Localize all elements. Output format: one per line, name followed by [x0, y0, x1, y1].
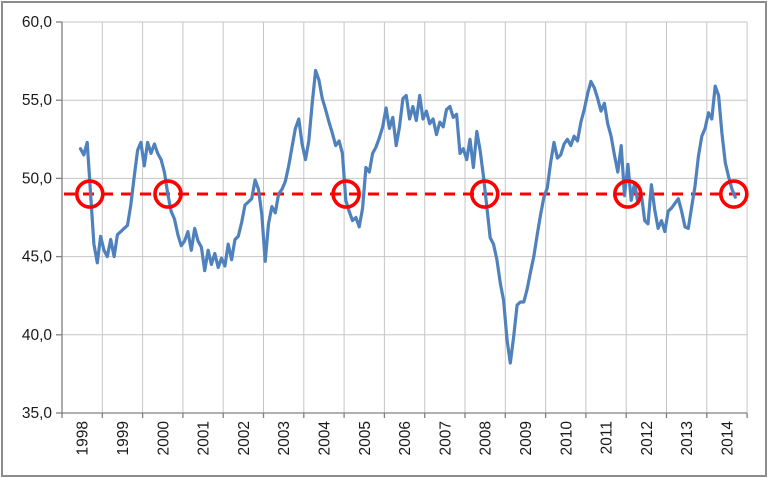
y-axis-labels: 60,0 55,0 50,0 45,0 40,0 35,0	[22, 14, 53, 422]
y-axis-label: 40,0	[22, 327, 53, 344]
x-axis-label: 2006	[397, 421, 414, 455]
crossing-marker-circle	[153, 179, 183, 209]
crossing-markers	[75, 179, 749, 209]
axes	[56, 21, 748, 418]
x-axis-label: 2012	[639, 421, 656, 455]
x-axis-label: 2013	[679, 421, 696, 455]
y-axis-label: 45,0	[22, 249, 53, 266]
x-axis-label: 1999	[115, 421, 132, 455]
x-axis-label: 2007	[437, 421, 454, 455]
x-axis-label: 2010	[558, 421, 575, 456]
x-axis-label: 2003	[276, 421, 293, 455]
x-axis-label: 2009	[518, 421, 535, 455]
y-axis-label: 60,0	[22, 14, 53, 31]
x-axis-label: 2001	[196, 421, 213, 455]
x-axis-label: 2002	[236, 421, 253, 455]
x-axis-labels: 1998 1999 2000 2001 2002 2003 2004 2005 2006 2007…	[75, 421, 737, 456]
x-axis-label: 2004	[316, 421, 333, 456]
crossing-marker-circle	[719, 179, 749, 209]
plot-gridlines	[62, 21, 748, 413]
crossing-marker-circle	[613, 179, 643, 209]
x-axis-label: 2000	[155, 421, 172, 456]
y-axis-label: 55,0	[22, 92, 53, 109]
x-axis-label: 1998	[75, 421, 92, 455]
x-axis-label: 2005	[357, 421, 374, 455]
x-axis-label: 2008	[478, 421, 495, 455]
x-axis-label: 2014	[719, 421, 736, 456]
crossing-marker-circle	[469, 179, 500, 209]
x-axis-label: 2011	[599, 421, 616, 454]
crossing-marker-circle	[331, 179, 361, 209]
crossing-marker-circle	[75, 179, 105, 209]
y-axis-label: 35,0	[22, 405, 53, 422]
y-axis-label: 50,0	[22, 170, 53, 187]
